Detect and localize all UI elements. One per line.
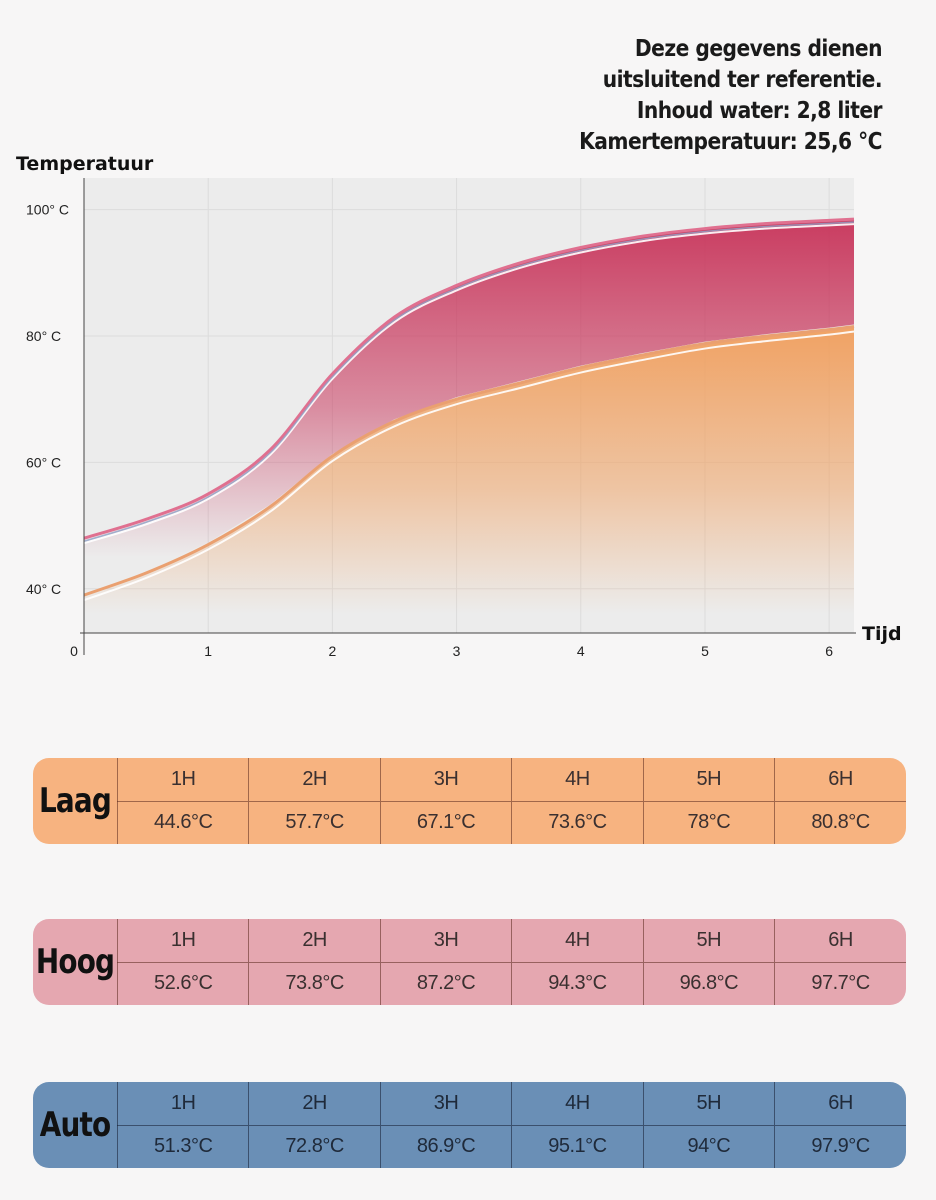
table-cell-hour: 2H — [248, 1082, 381, 1126]
table-cell-hour: 1H — [116, 758, 249, 802]
y-tick-label: 80° C — [26, 328, 61, 344]
note-line: Kamertemperatuur: 25,6 °C — [579, 129, 882, 155]
table-cell-hour: 6H — [774, 758, 906, 802]
table-cell-hour: 2H — [248, 758, 381, 802]
table-cell-temp: 97.9°C — [774, 1125, 906, 1168]
table-cell-temp: 96.8°C — [642, 962, 775, 1005]
table-cell-hour: 3H — [379, 758, 512, 802]
table-auto: Auto 1H 2H 3H 4H 5H 6H 51.3°C 72.8°C 86.… — [33, 1082, 906, 1168]
table-cell-temp: 67.1°C — [379, 801, 512, 844]
table-cell-hour: 2H — [248, 919, 381, 963]
x-tick-label: 3 — [453, 643, 461, 659]
table-cell-temp: 52.6°C — [116, 962, 249, 1005]
y-tick-label: 60° C — [26, 454, 61, 470]
note-line: uitsluitend ter referentie. — [602, 67, 883, 93]
table-cell-temp: 51.3°C — [116, 1125, 249, 1168]
mode-label-laag: Laag — [38, 781, 112, 821]
note-line: Deze gegevens dienen — [634, 36, 883, 62]
table-cell-hour: 5H — [642, 1082, 775, 1126]
table-cell-hour: 3H — [379, 919, 512, 963]
table-hoog-grid: 1H 2H 3H 4H 5H 6H 52.6°C 73.8°C 87.2°C 9… — [116, 919, 906, 1005]
y-axis-title: Temperatuur — [16, 153, 154, 175]
table-cell-temp: 97.7°C — [774, 962, 906, 1005]
table-cell-temp: 44.6°C — [116, 801, 249, 844]
series-line-low — [83, 325, 855, 597]
table-auto-grid: 1H 2H 3H 4H 5H 6H 51.3°C 72.8°C 86.9°C 9… — [116, 1082, 906, 1168]
series-areas — [84, 219, 854, 633]
mode-label-auto: Auto — [39, 1105, 111, 1145]
mode-label-hoog: Hoog — [35, 942, 115, 982]
note-line: Inhoud water: 2,8 liter — [636, 98, 883, 124]
table-cell-temp: 95.1°C — [511, 1125, 644, 1168]
area-low — [84, 326, 854, 633]
table-cell-temp: 94.3°C — [511, 962, 644, 1005]
table-cell-hour: 4H — [511, 1082, 644, 1126]
area-high — [84, 219, 854, 594]
table-cell-hour: 4H — [511, 919, 644, 963]
reference-note: Deze gegevens dienen uitsluitend ter ref… — [495, 34, 882, 158]
table-cell-hour: 6H — [774, 1082, 906, 1126]
x-axis-title: Tijd — [862, 623, 902, 645]
x-tick-label: 6 — [825, 643, 833, 659]
table-cell-hour: 1H — [116, 919, 249, 963]
x-tick-label: 1 — [204, 643, 212, 659]
table-laag: Laag 1H 2H 3H 4H 5H 6H 44.6°C 57.7°C 67.… — [33, 758, 906, 844]
x-tick-label: 4 — [577, 643, 585, 659]
table-cell-temp: 86.9°C — [379, 1125, 512, 1168]
table-cell-temp: 87.2°C — [379, 962, 512, 1005]
table-cell-temp: 57.7°C — [248, 801, 381, 844]
x-tick-label: 5 — [701, 643, 709, 659]
table-hoog: Hoog 1H 2H 3H 4H 5H 6H 52.6°C 73.8°C 87.… — [33, 919, 906, 1005]
table-cell-temp: 78°C — [642, 801, 775, 844]
y-tick-labels: 40° C 60° C 80° C 100° C — [26, 202, 69, 597]
table-cell-hour: 6H — [774, 919, 906, 963]
table-cell-temp: 72.8°C — [248, 1125, 381, 1168]
table-cell-temp: 80.8°C — [774, 801, 906, 844]
series-lines — [83, 217, 855, 602]
x-tick-label: 0 — [70, 643, 78, 659]
table-cell-hour: 4H — [511, 758, 644, 802]
table-laag-grid: 1H 2H 3H 4H 5H 6H 44.6°C 57.7°C 67.1°C 7… — [116, 758, 906, 844]
table-cell-temp: 73.6°C — [511, 801, 644, 844]
table-cell-hour: 3H — [379, 1082, 512, 1126]
x-tick-labels: 0 1 2 3 4 5 6 — [70, 643, 833, 659]
y-tick-label: 40° C — [26, 581, 61, 597]
table-cell-temp: 94°C — [642, 1125, 775, 1168]
x-tick-label: 2 — [328, 643, 336, 659]
series-line-high — [83, 217, 855, 540]
table-cell-hour: 5H — [642, 919, 775, 963]
table-cell-hour: 1H — [116, 1082, 249, 1126]
series-shade-high — [83, 221, 855, 542]
series-highlight-low — [83, 330, 855, 602]
table-cell-temp: 73.8°C — [248, 962, 381, 1005]
table-cell-hour: 5H — [642, 758, 775, 802]
y-tick-label: 100° C — [26, 202, 69, 218]
series-highlight-high — [83, 223, 855, 545]
temperature-chart: 40° C 60° C 80° C 100° C 0 1 2 3 4 5 6 Temperatuu… — [16, 153, 902, 659]
